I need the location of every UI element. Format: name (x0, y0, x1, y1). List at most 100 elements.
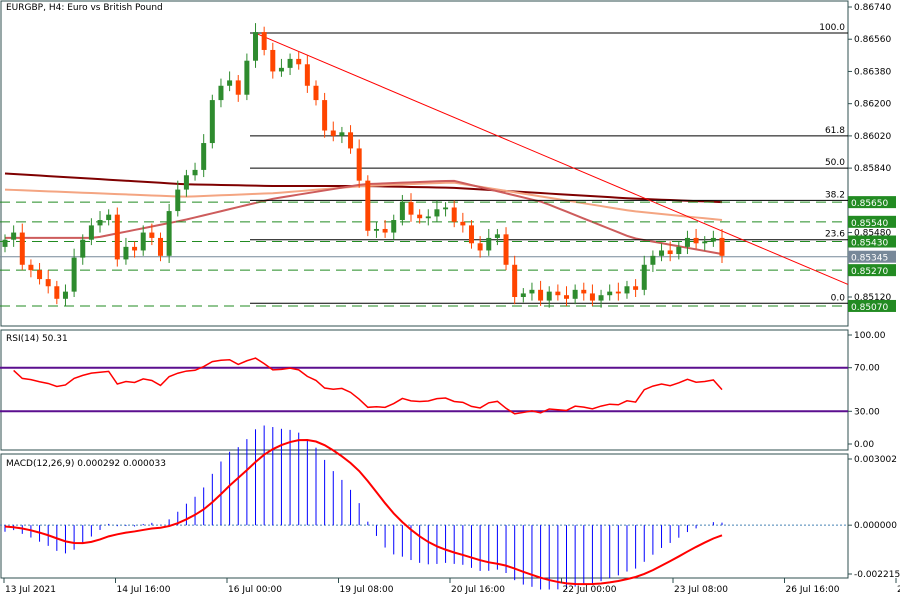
candle-body (408, 202, 414, 215)
candle-body (296, 58, 302, 65)
candle-body (512, 264, 518, 297)
candle-body (598, 295, 604, 301)
macd-tick-label: 0.000000 (854, 521, 897, 531)
candle-body (356, 148, 362, 181)
candle-body (149, 232, 155, 238)
candle-body (633, 286, 639, 290)
candle-body (71, 257, 77, 292)
time-label: 20 Jul 16:00 (451, 585, 505, 595)
candle-body (425, 216, 431, 219)
candle-body (88, 225, 94, 240)
candle-body (80, 239, 86, 258)
candle-body (676, 246, 682, 255)
candle-body (2, 239, 8, 247)
price-tick-label: 0.85480 (854, 229, 891, 239)
candle-body (460, 221, 466, 226)
candle-body (304, 64, 310, 86)
candle-body (183, 175, 189, 190)
level-tag-label: 0.85070 (851, 303, 888, 313)
candle-body (97, 220, 103, 226)
candle-body (494, 234, 500, 238)
fibo-label: 23.6 (825, 230, 845, 240)
candle-body (253, 32, 259, 61)
candle-body (693, 237, 699, 244)
time-label: 26 Jul 16:00 (786, 585, 840, 595)
candle-body (572, 289, 578, 299)
candle-body (227, 80, 233, 86)
candle-body (132, 246, 138, 251)
level-tag (848, 299, 896, 312)
level-tag-label: 0.85650 (851, 199, 888, 209)
candle-body (278, 67, 284, 72)
candle-body (218, 85, 224, 101)
macd-title: MACD(12,26,9) 0.000292 0.000033 (6, 459, 166, 469)
rsi-line (13, 357, 723, 415)
candle-body (261, 32, 267, 50)
candle-body (555, 291, 561, 296)
candle-body (157, 237, 163, 256)
candle-body (399, 202, 405, 221)
candle-body (684, 237, 690, 247)
level-tag (848, 196, 896, 209)
moving-average-0 (4, 172, 723, 204)
fibo-label: 100.0 (819, 23, 845, 33)
candle-body (382, 228, 388, 233)
candle-body (37, 270, 43, 280)
level-tag-label: 0.85540 (851, 219, 888, 229)
bid-tag (848, 250, 896, 263)
candle-body (244, 60, 250, 95)
candle-body (313, 85, 319, 101)
candle-body (710, 237, 716, 242)
candle-body (62, 291, 68, 299)
rsi-tick-label: 70.00 (854, 364, 880, 374)
time-label: 13 Jul 2021 (5, 585, 56, 595)
candle-body (443, 207, 449, 210)
candle-body (529, 289, 535, 294)
candle-body (339, 132, 345, 136)
candle-body (546, 291, 552, 301)
main-panel (0, 0, 849, 327)
candle-body (270, 49, 276, 72)
level-tag (848, 215, 896, 228)
candle-body (702, 241, 708, 244)
time-label: 28 Jul 00:00 (897, 585, 900, 595)
candle-body (11, 232, 17, 240)
candle-body (45, 279, 51, 287)
candle-body (201, 143, 207, 170)
price-tick-label: 0.86020 (854, 132, 891, 142)
candle-body (607, 291, 613, 296)
moving-average-1 (4, 181, 723, 222)
candle-body (503, 234, 509, 265)
candle-body (140, 232, 146, 251)
fibo-label: 61.8 (825, 126, 845, 136)
moving-average-2 (5, 179, 723, 256)
fibo-label: 38.2 (825, 190, 845, 200)
candle-body (520, 293, 526, 297)
bid-tag-label: 0.85345 (851, 254, 888, 264)
macd-tick-label: -0.002215 (854, 570, 900, 580)
level-tag (848, 264, 896, 277)
candle-body (330, 130, 336, 136)
candle-body (451, 207, 457, 222)
candle-body (28, 264, 34, 271)
candle-body (365, 180, 371, 231)
level-tag-label: 0.85270 (851, 267, 888, 277)
candle-body (114, 214, 120, 260)
macd-panel (0, 453, 849, 579)
candle-body (667, 250, 673, 255)
level-tag (848, 235, 896, 248)
candle-body (434, 209, 440, 217)
candle-body (468, 225, 474, 244)
candle-body (564, 295, 570, 299)
candle-body (175, 189, 181, 212)
candle-body (373, 228, 379, 231)
fibo-label: 50.0 (825, 158, 845, 168)
candle-body (589, 293, 595, 301)
time-label: 14 Jul 16:00 (117, 585, 171, 595)
candle-body (106, 214, 112, 221)
candle-body (659, 250, 665, 256)
candle-body (287, 58, 293, 68)
candle-body (209, 100, 215, 144)
